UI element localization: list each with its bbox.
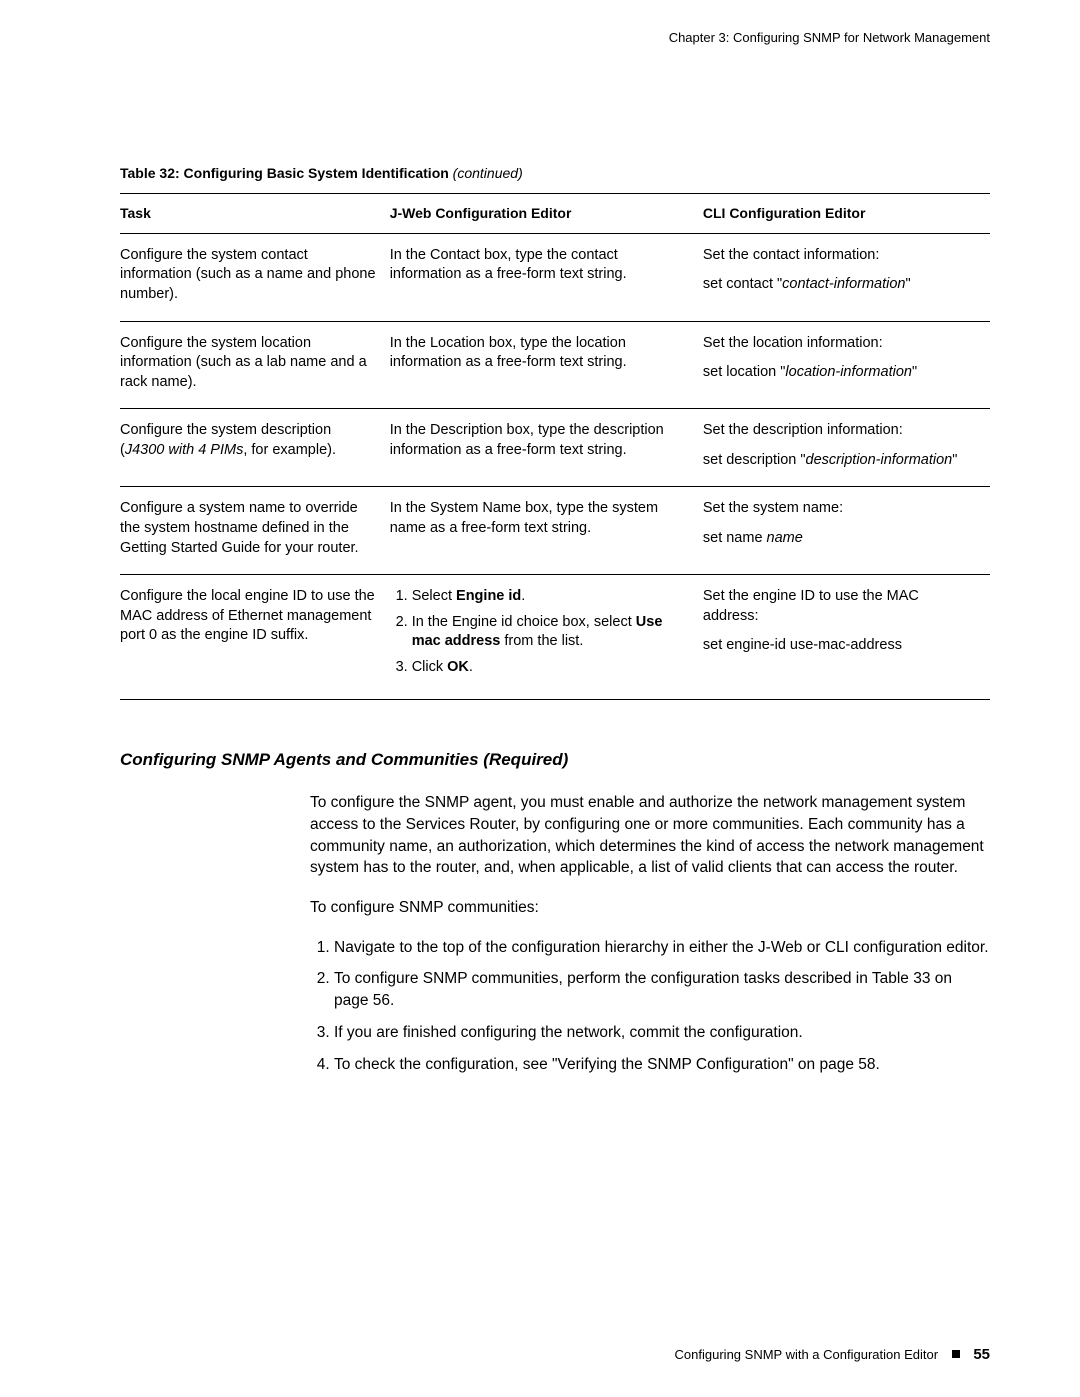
cli-intro: Set the description information: [703,421,976,441]
task-cell: Configure the system description (J4300 … [120,409,390,487]
table-caption-label: Table 32: Configuring Basic System Ident… [120,165,449,181]
footer-square-icon [952,1350,960,1358]
col-task: Task [120,194,390,234]
table-row: Configure the system description (J4300 … [120,409,990,487]
step-pre: In the Engine id choice box, select [412,614,636,630]
cli-var: description-information [806,452,953,468]
cli-cmd: set engine-id use-mac-address [703,636,976,656]
task-post: , for example). [243,442,336,458]
section-steps: Navigate to the top of the configuration… [310,937,990,1075]
table-caption-suffix: (continued) [449,165,523,181]
col-jweb: J-Web Configuration Editor [390,194,703,234]
cli-cell: Set the contact information: set contact… [703,233,990,321]
cli-cell: Set the description information: set des… [703,409,990,487]
cli-post: " [905,276,910,292]
jweb-cell: In the Description box, type the descrip… [390,409,703,487]
section-para: To configure the SNMP agent, you must en… [310,792,990,879]
section-body: To configure the SNMP agent, you must en… [310,792,990,1075]
step-item: To check the configuration, see "Verifyi… [334,1054,990,1076]
table-row: Configure a system name to override the … [120,487,990,575]
step-pre: Click [412,659,447,675]
cli-cell: Set the location information: set locati… [703,321,990,409]
task-cell: Configure the system contact information… [120,233,390,321]
step-post: from the list. [500,633,583,649]
jweb-step: Click OK. [412,658,689,678]
step-post: . [521,588,525,604]
step-pre: Select [412,588,456,604]
jweb-cell: In the Location box, type the location i… [390,321,703,409]
task-cell: Configure the system location informatio… [120,321,390,409]
cli-intro: Set the location information: [703,334,976,354]
jweb-cell: Select Engine id. In the Engine id choic… [390,575,703,700]
cli-pre: set name [703,530,767,546]
cli-cmd: set description "description-information… [703,451,976,471]
cli-var: contact-information [782,276,905,292]
step-item: To configure SNMP communities, perform t… [334,968,990,1011]
table-caption: Table 32: Configuring Basic System Ident… [120,165,990,181]
cli-cell: Set the engine ID to use the MAC address… [703,575,990,700]
task-italic: J4300 with 4 PIMs [125,442,243,458]
cli-intro: Set the system name: [703,499,976,519]
step-post: . [469,659,473,675]
jweb-step: In the Engine id choice box, select Use … [412,613,689,652]
table-row: Configure the system location informatio… [120,321,990,409]
page-footer: Configuring SNMP with a Configuration Ed… [675,1346,990,1363]
step-item: If you are finished configuring the netw… [334,1022,990,1044]
section-para: To configure SNMP communities: [310,897,990,919]
cli-intro: Set the contact information: [703,246,976,266]
cli-pre: set contact " [703,276,782,292]
step-bold: OK [447,659,469,675]
cli-cmd: set contact "contact-information" [703,275,976,295]
section-heading: Configuring SNMP Agents and Communities … [120,750,990,770]
jweb-step: Select Engine id. [412,587,689,607]
footer-text: Configuring SNMP with a Configuration Ed… [675,1347,939,1362]
cli-pre: set location " [703,364,786,380]
step-item: Navigate to the top of the configuration… [334,937,990,959]
cli-intro: Set the engine ID to use the MAC address… [703,587,976,626]
chapter-header: Chapter 3: Configuring SNMP for Network … [120,30,990,45]
cli-post: " [952,452,957,468]
page-number: 55 [973,1346,990,1363]
task-cell: Configure the local engine ID to use the… [120,575,390,700]
config-table: Task J-Web Configuration Editor CLI Conf… [120,193,990,700]
step-bold: Engine id [456,588,521,604]
cli-pre: set description " [703,452,806,468]
task-cell: Configure a system name to override the … [120,487,390,575]
jweb-cell: In the System Name box, type the system … [390,487,703,575]
table-row: Configure the local engine ID to use the… [120,575,990,700]
cli-post: " [912,364,917,380]
cli-var: name [767,530,803,546]
cli-cell: Set the system name: set name name [703,487,990,575]
jweb-cell: In the Contact box, type the contact inf… [390,233,703,321]
cli-var: location-information [785,364,912,380]
table-row: Configure the system contact information… [120,233,990,321]
cli-cmd: set location "location-information" [703,363,976,383]
col-cli: CLI Configuration Editor [703,194,990,234]
cli-cmd: set name name [703,529,976,549]
